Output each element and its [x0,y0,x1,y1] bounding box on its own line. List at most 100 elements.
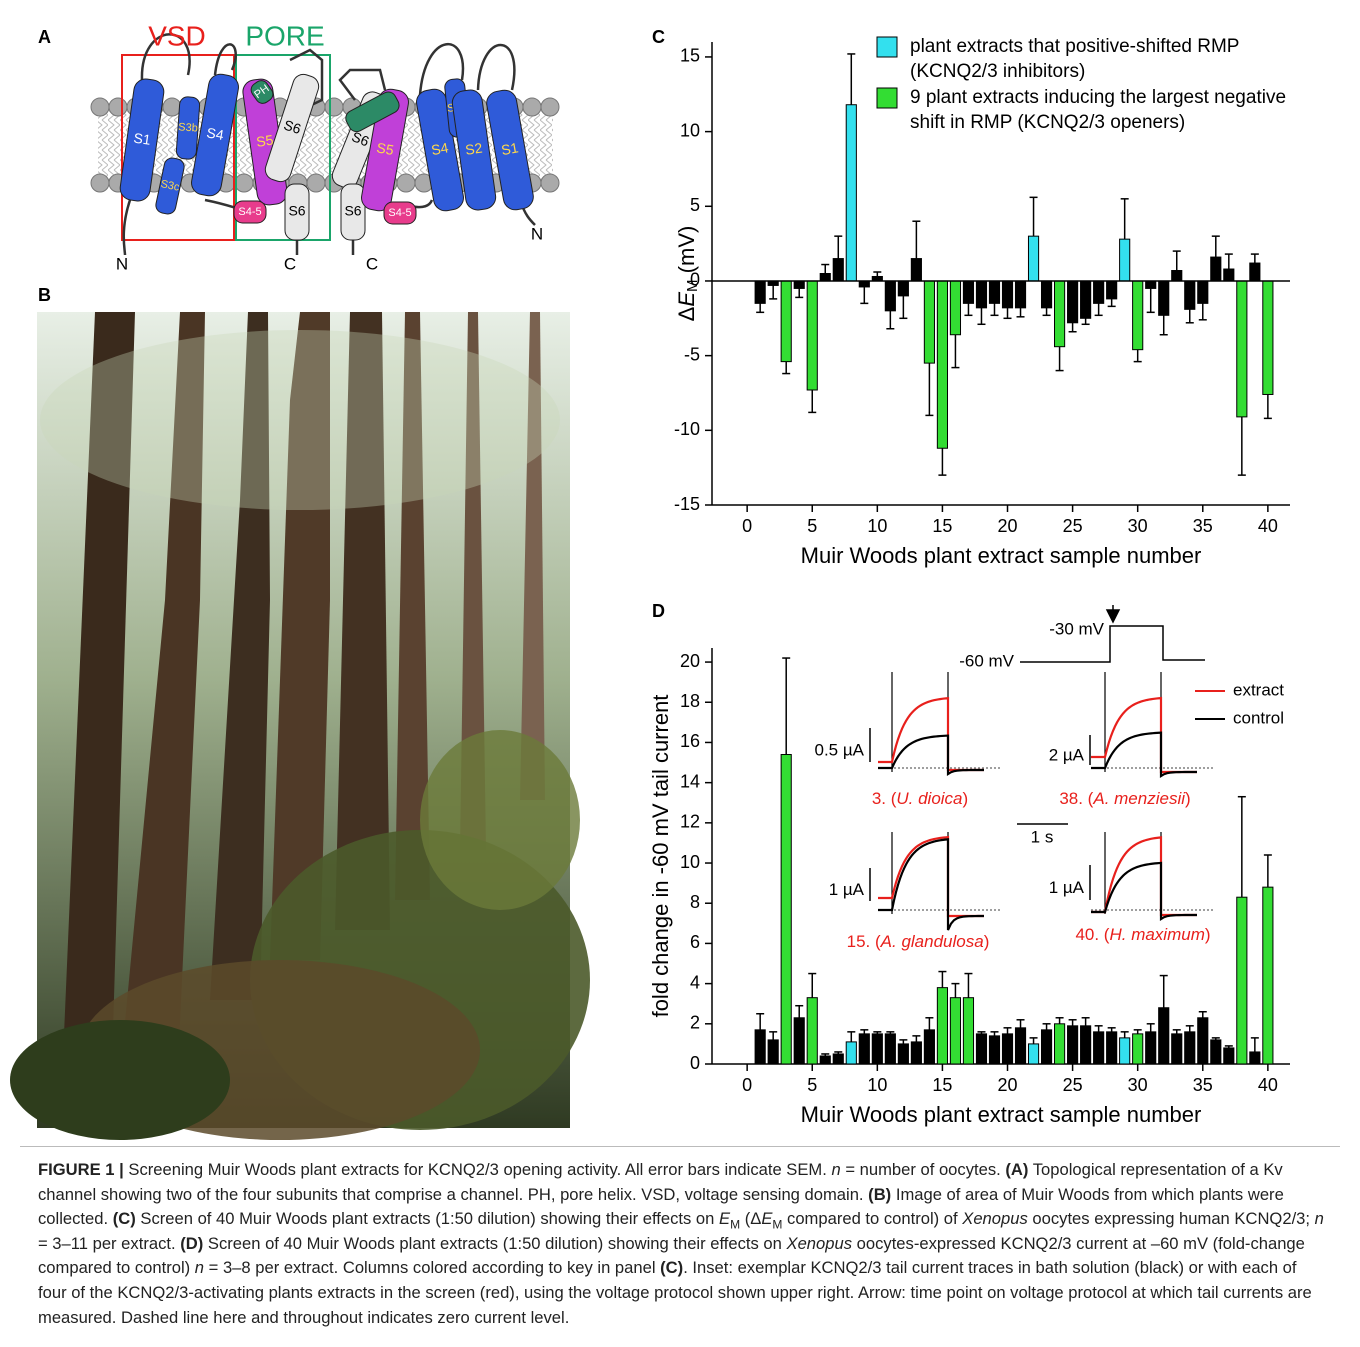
trace-label: 40. (H. maximum) [1075,925,1210,944]
y-tick-label: 10 [680,852,700,872]
bar [1119,1037,1131,1065]
text-part: H. maximum [1109,925,1204,944]
caption-run: oocytes expressing human KCNQ2/3; [1027,1209,1315,1229]
caption-run: oocytes-expressed KCNQ2/3 current at –60… [38,1233,1305,1278]
y-tick-label: 4 [690,972,700,992]
helix-label: S5 [255,132,274,150]
bar [1132,1033,1144,1065]
legend-label: 9 plant extracts inducing the largest ne… [910,87,1286,108]
caption-run: E [761,1209,773,1229]
text-part: A. glandulosa [880,932,984,951]
trace-label: 38. (A. menziesii) [1059,789,1190,808]
bar [988,280,1001,304]
helix-label: S2 [464,140,483,158]
bar [1145,280,1157,289]
bar [1119,238,1131,282]
y-tick-label: -5 [684,344,700,364]
current-scale-label: 2 µA [1049,745,1085,764]
bar [1106,280,1118,300]
y-tick-label: 2 [690,1013,700,1033]
x-tick-label: 10 [867,1075,887,1095]
bar [923,280,935,364]
bar [1223,1047,1235,1065]
y-tick-label: -15 [674,494,700,514]
channel-diagram: S1S3bS3cS4S5S6S6S4-5PHS6S6S5S4-5S4S3bS2S… [90,20,560,273]
protocol-label: -60 mV [959,651,1014,670]
helix-label: S4 [430,139,450,158]
rule [20,1146,1340,1147]
bar [858,280,870,288]
bar [1210,1039,1222,1065]
caption-run: n [1314,1209,1324,1229]
helix: S6 [340,183,366,241]
x-tick-label: 5 [807,1075,817,1095]
bar [897,1043,909,1065]
bar [1040,1029,1053,1065]
helices: S1S3bS3cS4S5S6S6S4-5PHS6S6S5S4-5S4S3bS2S… [119,73,534,241]
bar [1014,1027,1027,1065]
bar [1027,1043,1040,1065]
bar [1171,1033,1183,1065]
bar [1223,268,1235,282]
caption-run: Screening Muir Woods plant extracts for … [123,1160,832,1179]
current-scale-label: 1 µA [829,880,865,899]
bar [1171,270,1183,282]
bar [1080,1025,1092,1065]
caption-run: (D) [180,1233,204,1253]
helix-body [175,96,201,160]
bar [975,280,988,309]
panel-label: C [652,27,665,47]
y-axis-label: ΔEM (mV) [674,226,701,322]
text-part: M [684,279,701,292]
x-tick-label: 25 [1063,1075,1083,1095]
bar [780,280,792,363]
x-tick-label: 35 [1193,1075,1213,1095]
text-part: 15. ( [847,932,881,951]
lipid-head [540,97,560,117]
caption-run: (B) [868,1184,892,1204]
helix-body [250,80,274,104]
x-tick-label: 35 [1193,516,1213,536]
helix-label: S6 [282,117,303,138]
bar [819,1055,831,1065]
helix: S4-5 [233,200,267,224]
caption-run: (Δ [740,1209,762,1229]
bar [793,280,805,289]
helix-label: S4-5 [238,206,261,218]
x-tick-label: 25 [1063,516,1083,536]
x-tick-label: 0 [742,1075,752,1095]
caption-run: M [772,1217,783,1232]
y-tick-label: -10 [674,419,700,439]
bar [1158,1007,1170,1065]
lipid-head [162,97,182,117]
caption-run: E [719,1209,731,1229]
pore-box [235,54,331,241]
bar [754,280,766,304]
bar [1132,280,1144,351]
bar [806,997,818,1065]
x-tick-label: 15 [932,1075,952,1095]
text-part: 38. ( [1059,789,1093,808]
helix: S3c [155,157,185,215]
legend-label: (KCNQ2/3 inhibitors) [910,61,1085,82]
trace-label: 15. (A. glandulosa) [847,932,990,951]
caption-run: = 3–8 per extract. Columns colored accor… [204,1258,661,1278]
helix-body [416,88,464,212]
trace-label: 3. (U. dioica) [872,789,968,808]
caption-run: compared to control) of [782,1209,963,1229]
panel-label: D [652,601,665,621]
bar [1210,256,1222,282]
y-tick-label: 20 [680,651,700,671]
bar [962,280,975,304]
text-part: 3. ( [872,789,897,808]
bar [962,997,975,1065]
caption-run: = 3–11 per extract. [38,1233,181,1253]
y-tick-label: 10 [680,120,700,140]
terminus: N [531,224,543,243]
bar [884,280,896,312]
y-tick-label: 12 [680,812,700,832]
trace-control [1091,731,1198,778]
inset: -60 mV -30 mV 1 s extract control 0.5 µA 3.… [815,605,1284,951]
